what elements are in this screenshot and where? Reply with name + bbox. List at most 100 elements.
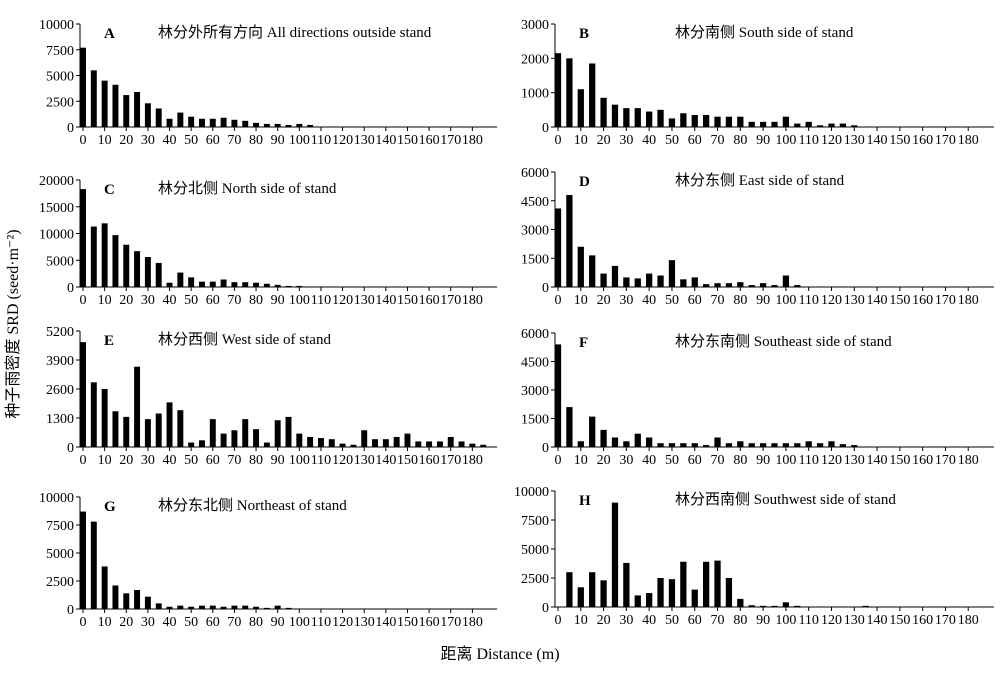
panel-f-y-tick-label: 4500: [521, 356, 549, 371]
panel-h-title: 林分西南侧 Southwest side of stand: [675, 491, 896, 508]
panel-d-x-tick-label: 130: [844, 293, 865, 308]
panel-c-bar: [177, 272, 184, 287]
panel-b-bar: [816, 125, 824, 127]
panel-a-x-tick-label: 0: [80, 133, 87, 148]
panel-f-letter: F: [579, 335, 588, 351]
panel-b-bar: [782, 116, 790, 127]
panel-b-bar: [657, 109, 664, 127]
panel-f-x-tick-label: 80: [733, 453, 747, 468]
panel-g-x-tick-label: 10: [98, 615, 112, 630]
panel-g-x-tick-label: 90: [271, 615, 285, 630]
panel-c-bar: [307, 286, 314, 287]
panel-f-bar: [634, 433, 641, 447]
panel-c-x-tick-label: 180: [462, 293, 483, 308]
panel-d-x-tick-label: 160: [912, 293, 933, 308]
panel-e-bar: [382, 439, 389, 447]
panel-c-bar: [134, 251, 141, 287]
panel-f-bar: [566, 407, 573, 447]
panel-b-bar: [646, 111, 653, 127]
panel-g-x-tick-label: 50: [184, 615, 198, 630]
panel-f-x-tick-label: 100: [775, 453, 796, 468]
panel-b-title: 林分南侧 South side of stand: [675, 24, 854, 41]
panel-d-x-tick-label: 150: [889, 293, 910, 308]
panel-g-bar: [101, 566, 108, 609]
panel-g-x-tick-label: 70: [227, 615, 241, 630]
panel-h-y-tick-label: 10000: [514, 485, 549, 500]
panel-g-letter: G: [104, 499, 116, 515]
panel-g-bar: [134, 589, 141, 609]
panel-c-bar: [155, 262, 162, 287]
panel-g-x-tick-label: 180: [462, 615, 483, 630]
panel-f-title: 林分东南侧 Southeast side of stand: [675, 333, 892, 350]
panel-b-bar: [748, 121, 755, 127]
panel-g-bar: [188, 606, 195, 609]
panel-g-x-tick-label: 150: [397, 615, 418, 630]
panel-c-letter: C: [104, 182, 115, 198]
panel-a-bar: [242, 120, 249, 127]
panel-f-bar: [839, 444, 847, 447]
panel-b-bar: [577, 89, 584, 127]
panel-c-bar: [231, 282, 238, 287]
panel-c-x-tick-label: 10: [98, 293, 112, 308]
panel-g-bar: [90, 521, 97, 609]
panel-e-x-tick-label: 110: [311, 453, 331, 468]
panel-c-bar: [317, 286, 324, 287]
panel-a-bar: [307, 124, 314, 127]
panel-a-bar: [112, 84, 119, 127]
panel-g-y-tick-label: 10000: [39, 491, 74, 506]
panel-a-x-tick-label: 180: [462, 133, 483, 148]
panel-b-bar: [828, 123, 835, 127]
panel-b-x-tick-label: 80: [733, 133, 747, 148]
panel-c-bar: [285, 285, 292, 287]
panel-h-bar: [862, 605, 869, 607]
panel-d-x-tick-label: 60: [688, 293, 702, 308]
panel-f-bar: [828, 441, 835, 447]
panel-e-x-tick-label: 20: [119, 453, 133, 468]
panel-e-x-tick-label: 70: [227, 453, 241, 468]
panel-f-x-tick-label: 150: [889, 453, 910, 468]
panel-f-x-tick-label: 20: [597, 453, 611, 468]
panel-h-x-tick-label: 80: [733, 613, 747, 628]
panel-g-x-tick-label: 80: [249, 615, 263, 630]
panel-b-x-tick-label: 110: [798, 133, 818, 148]
panel-d-x-tick-label: 10: [574, 293, 588, 308]
panel-g-bar: [209, 605, 216, 609]
panel-b-bar: [759, 121, 767, 127]
panel-g-x-tick-label: 110: [311, 615, 331, 630]
panel-f-x-tick-label: 180: [958, 453, 979, 468]
panel-c-x-tick-label: 100: [289, 293, 310, 308]
panel-b-x-tick-label: 30: [619, 133, 633, 148]
panel-d-bar: [554, 208, 562, 287]
panel-h-y-tick-label: 5000: [521, 543, 549, 558]
panel-b-bar: [839, 123, 847, 127]
panel-h-bar: [714, 560, 721, 607]
panel-f-bar: [816, 443, 824, 447]
panel-d-y-tick-label: 6000: [521, 166, 549, 181]
panel-h-bar: [737, 598, 744, 607]
panel-d-bar: [737, 282, 744, 287]
panel-c-bar: [112, 235, 119, 287]
panel-e-x-tick-label: 0: [80, 453, 87, 468]
panel-g-bar: [231, 605, 238, 609]
panel-b-x-tick-label: 120: [821, 133, 842, 148]
panel-a-bar: [263, 123, 270, 127]
panel-g-bar: [285, 607, 292, 609]
panel-c-x-tick-label: 170: [440, 293, 461, 308]
panel-a-bar: [80, 47, 86, 127]
panel-e-bar: [231, 430, 238, 447]
panel-c-x-tick-label: 130: [354, 293, 375, 308]
panel-b-x-tick-label: 150: [889, 133, 910, 148]
panel-e-x-tick-label: 30: [141, 453, 155, 468]
panel-e-bar: [220, 433, 227, 447]
panel-f-x-tick-label: 120: [821, 453, 842, 468]
panel-b-x-tick-label: 160: [912, 133, 933, 148]
panel-b-x-tick-label: 60: [688, 133, 702, 148]
panel-f-bar: [759, 443, 767, 447]
panel-c-x-tick-label: 50: [184, 293, 198, 308]
panel-a-x-tick-label: 170: [440, 133, 461, 148]
panel-h-x-tick-label: 160: [912, 613, 933, 628]
panel-a-x-tick-label: 10: [98, 133, 112, 148]
panel-b-letter: B: [579, 26, 589, 42]
panel-g-x-tick-label: 100: [289, 615, 310, 630]
panel-h-bar: [725, 578, 733, 607]
